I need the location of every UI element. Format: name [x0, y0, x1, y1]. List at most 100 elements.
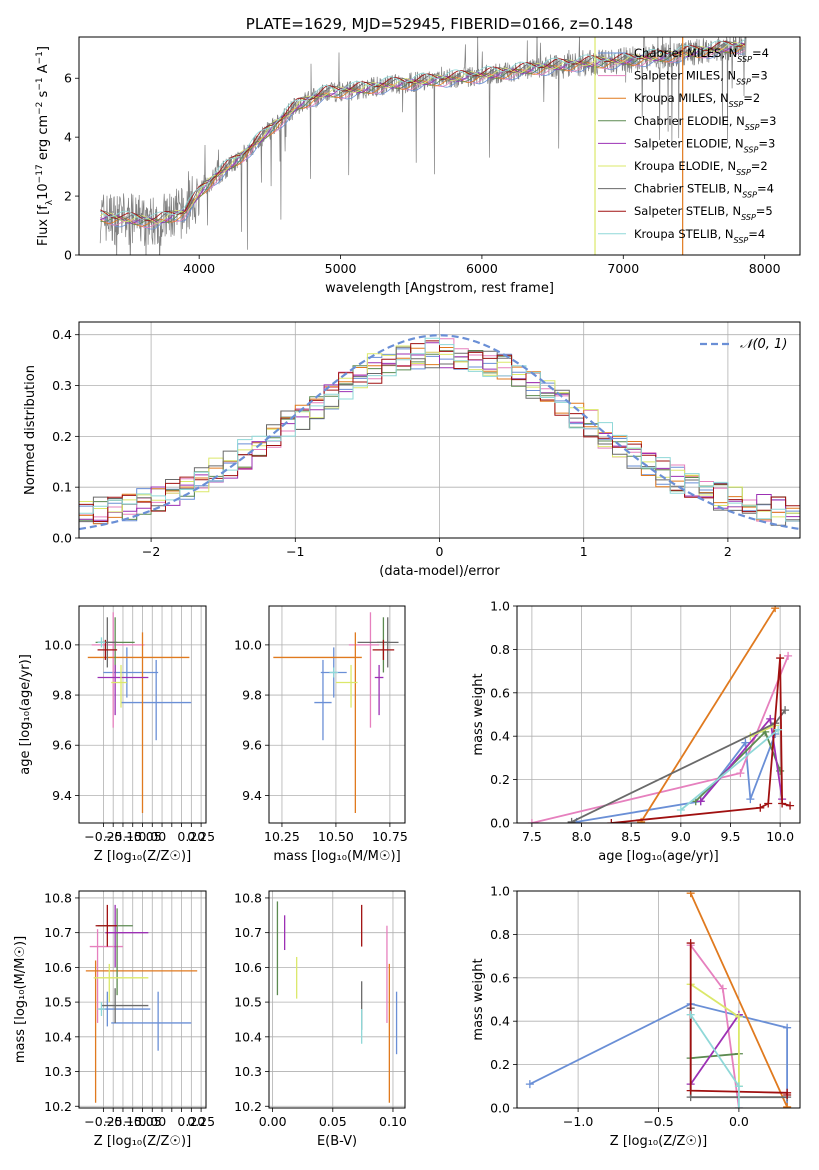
y-tick-label: 10.2 [234, 1099, 262, 1114]
axes-frame [516, 890, 801, 1109]
model-line-7 [100, 40, 746, 222]
x-tick-label: −0.15 [104, 1114, 142, 1129]
errorbar-point [97, 664, 149, 716]
x-tick-label: 7000 [607, 261, 639, 276]
y-tick-label: 10.0 [44, 637, 72, 652]
y-tick-label: 0.3 [52, 378, 72, 393]
errorbar-point [374, 664, 384, 716]
x-tick-label: 7.5 [522, 829, 542, 844]
errorbar-point [97, 637, 106, 648]
x-tick-label: −1.0 [563, 1114, 593, 1129]
x-tick-label: 0.10 [379, 1114, 407, 1129]
model-line-3 [100, 43, 745, 226]
x-axis-label: mass [log₁₀(M/M☉)] [273, 849, 400, 864]
weight-marker [781, 706, 790, 715]
weight-marker [676, 805, 685, 814]
errorbar-point [372, 639, 395, 660]
x-tick-label: 9.0 [671, 829, 691, 844]
y-axis-label: mass [log₁₀(M/M☉)] [13, 936, 28, 1063]
errorbar-point [121, 659, 192, 741]
y-tick-label: 9.4 [52, 788, 72, 803]
weight-marker [696, 797, 705, 806]
x-tick-label: 10.25 [264, 829, 300, 844]
y-tick-label: 9.8 [52, 688, 72, 703]
errorbar-point [273, 632, 362, 813]
axes-spectrum: 4000 5000 6000 7000 8000 0 2 4 6 wavelength [Angs… [35, 36, 801, 296]
weight-line-8 [680, 729, 779, 811]
legend-label: Chabrier MILES, NSSP=4 [634, 46, 769, 64]
y-tick-label: 0.0 [490, 1101, 510, 1116]
weight-marker [764, 799, 773, 808]
weight-marker [741, 738, 750, 747]
x-tick-label: 0.20 [177, 1114, 205, 1129]
y-tick-label: 0.2 [52, 429, 72, 444]
y-tick-label: 10.0 [234, 637, 262, 652]
x-axis-label: wavelength [Angstrom, rest frame] [325, 281, 554, 296]
y-tick-label: 0.4 [52, 327, 72, 342]
x-tick-label: 8000 [749, 261, 781, 276]
weight-marker [783, 1090, 792, 1099]
plot-area-residuals [79, 322, 800, 538]
weight-marker [786, 801, 795, 810]
model-line-8 [99, 39, 746, 220]
weight-marker [766, 714, 775, 723]
weight-marker [774, 725, 783, 734]
x-tick-label: 0.05 [319, 1114, 347, 1129]
x-tick-label: −0.05 [123, 1114, 161, 1129]
y-tick-label: 10.6 [44, 960, 72, 975]
weight-line-8 [689, 1014, 740, 1108]
x-tick-label: 4000 [183, 261, 215, 276]
y-tick-label: 0.0 [52, 531, 72, 546]
histogram-step-4 [79, 342, 800, 521]
weight-marker [756, 803, 765, 812]
legend-label: Kroupa STELIB, NSSP=4 [634, 227, 765, 245]
y-tick-label: 10.3 [44, 1064, 72, 1079]
histogram-step-5 [79, 345, 800, 518]
y-tick-label: 10.7 [234, 925, 262, 940]
plot-area-mass_vs_z [79, 891, 206, 1108]
errorbar-point [95, 904, 118, 947]
axes-frame [268, 890, 406, 1109]
y-tick-label: 10.2 [44, 1099, 72, 1114]
x-tick-label: −0.15 [104, 829, 142, 844]
weight-marker [718, 984, 727, 993]
chart-title: PLATE=1629, MJD=52945, FIBERID=0166, z=0… [246, 15, 633, 33]
x-tick-label: 0.00 [138, 1114, 166, 1129]
plot-area-massweight_vs_z [517, 891, 800, 1108]
weight-marker [686, 891, 695, 898]
errorbar-point [87, 632, 190, 813]
plot-area-age_vs_mass [269, 606, 405, 823]
errorbar-point [97, 639, 118, 660]
x-tick-label: 1 [580, 544, 588, 559]
weight-line-5 [690, 983, 740, 1087]
weight-marker [736, 769, 745, 778]
x-tick-label: −0.25 [84, 829, 122, 844]
histogram-step-7 [79, 340, 800, 522]
legend-label: Kroupa MILES, NSSP=2 [634, 91, 760, 109]
y-tick-label: 9.4 [242, 788, 262, 803]
y-axis-label: age [log₁₀(age/yr)] [18, 654, 33, 775]
errorbar-point [348, 612, 380, 728]
axes-massweight_vs_z: −1.0 −0.5 0.0 0.0 0.2 0.4 0.6 0.8 1.0 Z [log₁₀(Z/… [471, 884, 801, 1149]
histogram-step-8 [79, 337, 800, 522]
weight-marker [746, 795, 755, 804]
errorbar-point [99, 991, 151, 1027]
axes-frame [516, 605, 801, 824]
weight-marker [734, 1104, 743, 1108]
x-tick-label: 0.25 [187, 1114, 215, 1129]
errorbar-point [93, 963, 149, 1003]
x-tick-label: 8.0 [572, 829, 592, 844]
y-tick-label: 10.8 [234, 890, 262, 905]
x-axis-label: Z [log₁₀(Z/Z☉)] [94, 1134, 191, 1149]
y-tick-label: 0.8 [490, 927, 510, 942]
weight-marker [783, 1102, 792, 1108]
x-tick-label: −0.5 [643, 1114, 673, 1129]
weight-marker [784, 651, 793, 660]
x-axis-label: Z [log₁₀(Z/Z☉)] [610, 1134, 707, 1149]
y-tick-label: 0.2 [490, 772, 510, 787]
legend-label: 𝒩(0, 1) [740, 337, 787, 352]
errorbar-point [335, 664, 358, 708]
weight-marker [734, 1012, 743, 1021]
y-tick-label: 9.6 [52, 738, 72, 753]
